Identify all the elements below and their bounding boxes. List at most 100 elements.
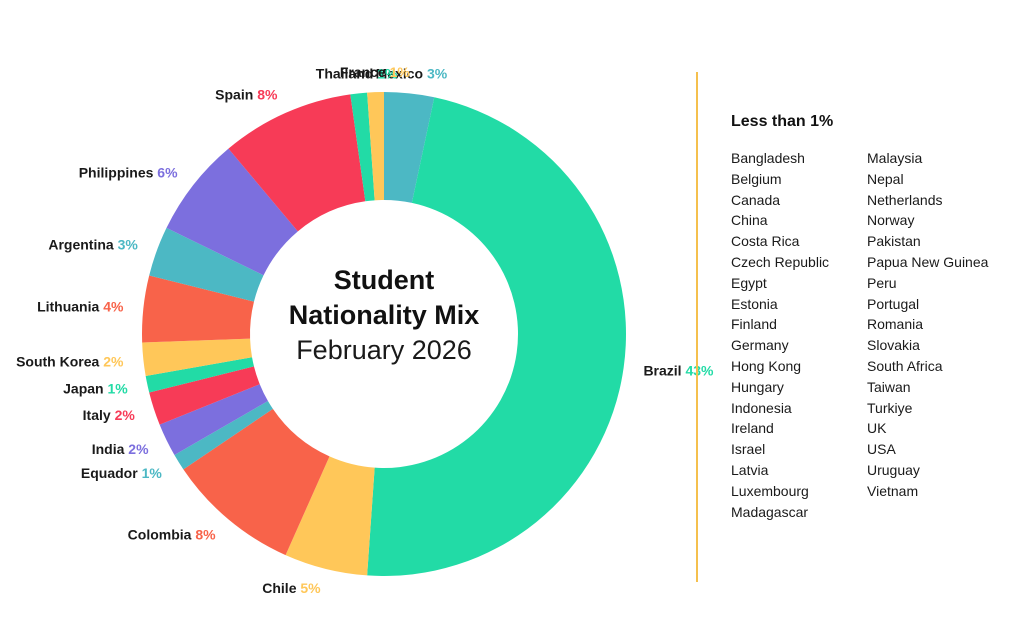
less-than-one-percent-title: Less than 1% (731, 113, 834, 130)
slice-label-value: 2% (115, 407, 136, 423)
country-list-item: Israel (731, 441, 766, 458)
country-list-item: Latvia (731, 461, 769, 478)
slice-label-value: 2% (103, 353, 124, 369)
slice-label-japan: Japan 1% (63, 380, 128, 396)
slice-label-name: South Korea (16, 353, 103, 369)
slice-label-south-korea: South Korea 2% (16, 353, 124, 369)
country-list-item: Netherlands (867, 191, 943, 208)
country-list-column-1: Bangladesh Belgium Canada China Costa Rica Cz… (731, 148, 829, 522)
slice-label-name: Brazil (643, 362, 685, 378)
slice-label-value: 4% (103, 299, 124, 315)
slice-label-india: India 2% (92, 441, 149, 457)
country-list-item: Estonia (731, 295, 778, 312)
slice-label-name: Italy (83, 407, 115, 423)
slice-label-value: 43% (685, 362, 714, 378)
country-list-item: Hong Kong (731, 357, 802, 374)
slice-label-value: 1% (377, 65, 398, 81)
country-list-item: Hungary (731, 378, 784, 395)
country-list-item: Germany (731, 337, 789, 354)
slice-label-france: France 1% (340, 64, 411, 80)
slice-label-value: 6% (157, 165, 178, 181)
country-list-item: Norway (867, 212, 915, 229)
slice-label-name: Colombia (128, 527, 196, 543)
slice-label-name: Chile (262, 580, 300, 596)
country-list-item: Bangladesh (731, 150, 805, 166)
slice-label-name: Thailand (316, 65, 377, 81)
slice-label-name: Spain (215, 87, 257, 103)
divider-line (696, 72, 698, 582)
country-list-item: Pakistan (867, 233, 921, 250)
country-list-item: Belgium (731, 170, 782, 187)
slice-label-colombia: Colombia 8% (128, 527, 216, 543)
slice-brazil (367, 97, 627, 577)
center-subtitle: February 2026 (296, 335, 472, 365)
country-list-item: Costa Rica (731, 233, 800, 250)
slice-south-korea (142, 338, 253, 377)
slice-label-spain: Spain 8% (215, 87, 278, 103)
slice-label-lithuania: Lithuania 4% (37, 299, 124, 315)
slice-label-value: 2% (128, 441, 149, 457)
slice-label-philippines: Philippines 6% (79, 165, 178, 181)
slice-equador (174, 401, 273, 470)
country-list-item: Egypt (731, 274, 767, 291)
country-list-item: Luxembourg (731, 482, 809, 499)
country-list-item: Finland (731, 316, 777, 333)
country-list-item: Peru (867, 274, 897, 291)
country-list-item: Papua New Guinea (867, 253, 989, 270)
slice-spain (228, 94, 366, 232)
country-list-column-2: Malaysia Nepal Netherlands Norway Pakistan Pa… (867, 148, 988, 502)
slice-france (367, 92, 384, 201)
country-list-item: Nepal (867, 170, 904, 187)
country-list-item: Vietnam (867, 482, 919, 499)
country-list-item: Taiwan (867, 378, 911, 395)
country-list-item: Ireland (731, 420, 774, 437)
country-list-item: USA (867, 441, 896, 458)
slice-lithuania (142, 275, 254, 343)
slice-india (159, 384, 268, 455)
slice-mexico (384, 92, 435, 203)
country-list-item: China (731, 212, 768, 229)
donut-slices (142, 92, 627, 577)
country-list-item: South Africa (867, 357, 943, 374)
slice-label-chile: Chile 5% (262, 580, 321, 596)
country-list-item: Turkiye (867, 399, 913, 416)
slice-label-value: 1% (107, 380, 128, 396)
slice-japan (145, 357, 254, 393)
slice-label-mexico: Mexico 3% (376, 65, 448, 81)
slice-philippines (166, 148, 298, 276)
slice-label-value: 8% (195, 527, 216, 543)
slice-label-value: 1% (142, 465, 163, 481)
country-list-item: Indonesia (731, 399, 792, 416)
slice-label-name: Mexico (376, 65, 427, 81)
slice-argentina (149, 227, 264, 302)
slice-label-value: 5% (300, 580, 321, 596)
center-title: Student Nationality Mix February 2026 (289, 265, 480, 365)
slice-label-name: India (92, 441, 129, 457)
slice-label-value: 1% (390, 64, 411, 80)
country-list-item: Uruguay (867, 461, 920, 478)
center-title-line-1: Student (334, 265, 435, 295)
slice-label-value: 3% (118, 236, 139, 252)
slice-label-name: Lithuania (37, 299, 103, 315)
slice-label-argentina: Argentina 3% (48, 236, 138, 252)
slice-label-name: Japan (63, 380, 107, 396)
slice-label-value: 8% (257, 87, 278, 103)
slice-label-brazil: Brazil 43% (643, 362, 714, 378)
slice-colombia (183, 408, 330, 556)
slice-thailand (350, 92, 375, 202)
slice-label-name: Equador (81, 465, 142, 481)
slice-label-name: Argentina (48, 236, 117, 252)
slice-label-equador: Equador 1% (81, 465, 162, 481)
country-list-item: Portugal (867, 295, 920, 312)
slice-label-name: Philippines (79, 165, 158, 181)
slice-labels: Mexico 3% Brazil 43% Chile 5% Colombia 8% Eq… (16, 64, 714, 596)
slice-label-italy: Italy 2% (83, 407, 136, 423)
slice-italy (149, 366, 260, 425)
country-list-item: Czech Republic (731, 253, 830, 270)
slice-chile (285, 456, 375, 576)
country-list-item: Malaysia (867, 150, 923, 166)
center-title-line-2: Nationality Mix (289, 300, 480, 330)
slice-label-value: 3% (427, 65, 448, 81)
slice-label-thailand: Thailand 1% (316, 65, 398, 81)
